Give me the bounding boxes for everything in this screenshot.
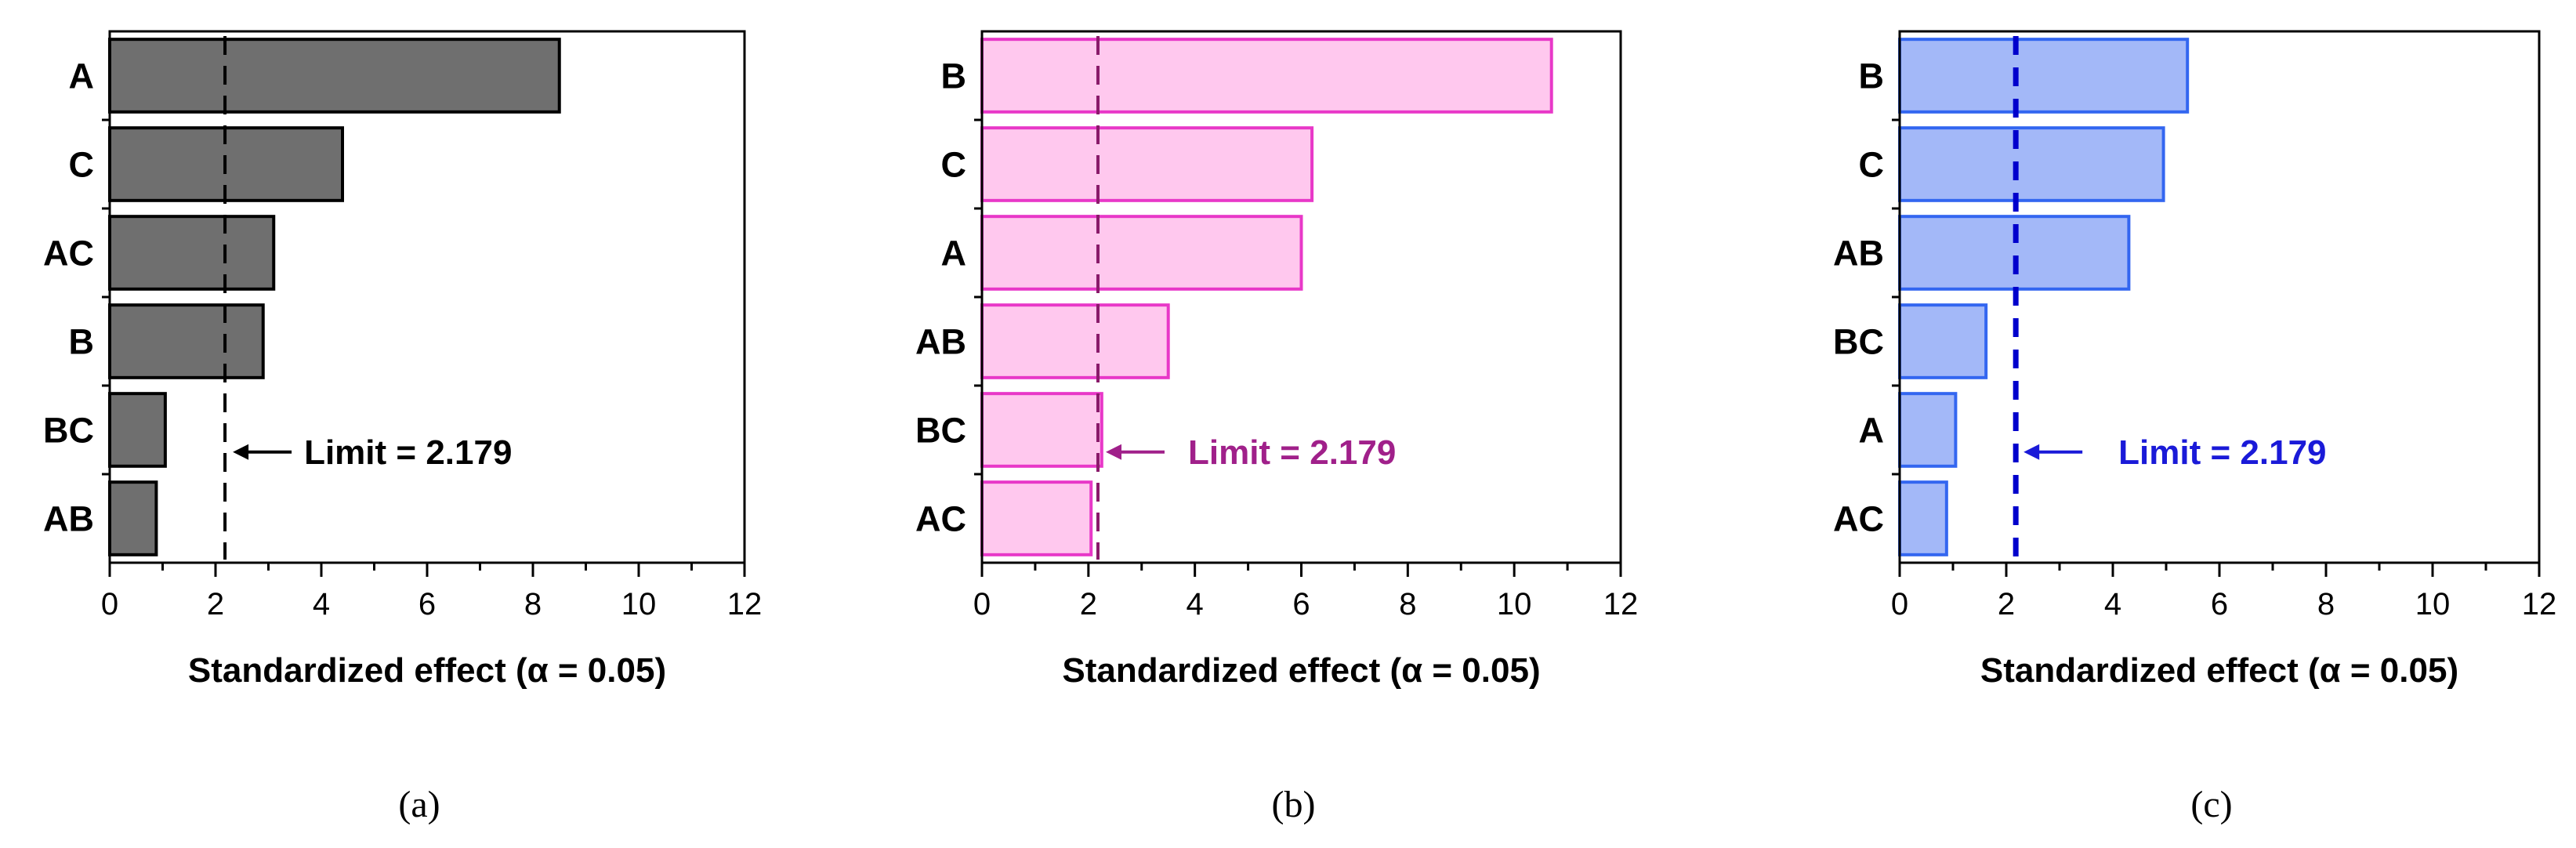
limit-arrowhead-b bbox=[1105, 444, 1121, 460]
category-label-c-bc: BC bbox=[1833, 322, 1884, 362]
x-tick-label-b-2: 2 bbox=[1080, 587, 1097, 622]
x-tick-label-c-6: 6 bbox=[2211, 587, 2228, 622]
x-tick-label-c-4: 4 bbox=[2104, 587, 2121, 622]
x-tick-label-a-12: 12 bbox=[727, 587, 763, 622]
category-label-a-a: A bbox=[69, 56, 95, 96]
bar-b-ac bbox=[980, 480, 1093, 556]
x-tick-label-a-4: 4 bbox=[313, 587, 330, 622]
category-label-c-ab: AB bbox=[1833, 234, 1884, 274]
bar-c-ac bbox=[1898, 480, 1948, 556]
category-label-b-c: C bbox=[941, 145, 967, 185]
bar-a-a bbox=[108, 38, 561, 114]
x-tick-label-c-2: 2 bbox=[1998, 587, 2015, 622]
category-label-a-ac: AC bbox=[43, 234, 94, 274]
category-label-c-b: B bbox=[1859, 56, 1885, 96]
category-label-b-b: B bbox=[941, 56, 967, 96]
bar-a-ab bbox=[108, 480, 158, 556]
category-label-a-bc: BC bbox=[43, 411, 94, 451]
x-tick-label-c-8: 8 bbox=[2317, 587, 2335, 622]
x-tick-label-b-12: 12 bbox=[1603, 587, 1639, 622]
category-label-c-a: A bbox=[1859, 411, 1885, 451]
bar-a-ac bbox=[108, 215, 276, 291]
limit-label-c: Limit = 2.179 bbox=[2118, 433, 2326, 472]
category-label-a-ab: AB bbox=[43, 499, 94, 539]
bar-b-ab bbox=[980, 303, 1170, 379]
x-tick-label-c-12: 12 bbox=[2522, 587, 2557, 622]
x-tick-label-a-8: 8 bbox=[524, 587, 542, 622]
panel-caption-a: (a) bbox=[398, 784, 440, 825]
bar-a-b bbox=[108, 303, 265, 379]
bar-c-a bbox=[1898, 392, 1958, 468]
bar-b-bc bbox=[980, 392, 1103, 468]
limit-arrowhead-a bbox=[233, 444, 249, 460]
bar-c-b bbox=[1898, 38, 2190, 114]
bar-b-c bbox=[980, 126, 1314, 202]
x-tick-label-c-0: 0 bbox=[1891, 587, 1908, 622]
category-label-c-ac: AC bbox=[1833, 499, 1884, 539]
x-axis-label-a: Standardized effect (α = 0.05) bbox=[188, 651, 666, 690]
x-tick-label-b-0: 0 bbox=[973, 587, 991, 622]
category-label-b-ab: AB bbox=[915, 322, 966, 362]
bar-a-bc bbox=[108, 392, 167, 468]
x-tick-label-b-10: 10 bbox=[1497, 587, 1532, 622]
category-label-c-c: C bbox=[1859, 145, 1885, 185]
x-tick-label-a-0: 0 bbox=[101, 587, 118, 622]
limit-arrowhead-c bbox=[2023, 444, 2040, 460]
bar-b-b bbox=[980, 38, 1553, 114]
panel-caption-c: (c) bbox=[2190, 784, 2232, 825]
category-label-b-a: A bbox=[941, 234, 967, 274]
x-tick-label-b-4: 4 bbox=[1187, 587, 1204, 622]
x-tick-label-a-6: 6 bbox=[418, 587, 436, 622]
category-label-b-bc: BC bbox=[915, 411, 966, 451]
bar-b-a bbox=[980, 215, 1303, 291]
x-tick-label-c-10: 10 bbox=[2415, 587, 2451, 622]
bar-c-bc bbox=[1898, 303, 1988, 379]
x-axis-label-c: Standardized effect (α = 0.05) bbox=[1980, 651, 2458, 690]
x-tick-label-a-2: 2 bbox=[207, 587, 224, 622]
category-label-a-b: B bbox=[69, 322, 95, 362]
panel-caption-b: (b) bbox=[1272, 784, 1316, 825]
limit-label-a: Limit = 2.179 bbox=[304, 433, 512, 472]
x-tick-label-b-8: 8 bbox=[1399, 587, 1416, 622]
category-label-b-ac: AC bbox=[915, 499, 966, 539]
bar-c-c bbox=[1898, 126, 2165, 202]
limit-label-b: Limit = 2.179 bbox=[1188, 433, 1396, 472]
x-tick-label-b-6: 6 bbox=[1292, 587, 1310, 622]
x-axis-label-b: Standardized effect (α = 0.05) bbox=[1062, 651, 1540, 690]
x-tick-label-a-10: 10 bbox=[621, 587, 657, 622]
category-label-a-c: C bbox=[69, 145, 95, 185]
